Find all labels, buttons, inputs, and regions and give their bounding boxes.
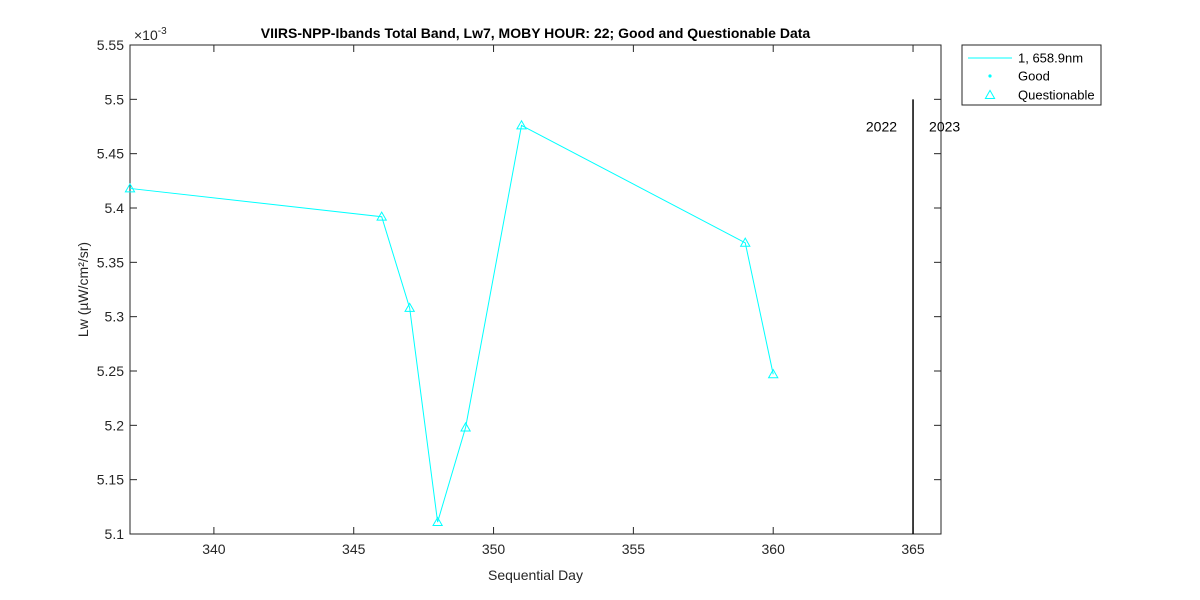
year-divider-layer: 2022 2023 xyxy=(866,99,960,534)
y-tick-label: 5.45 xyxy=(97,146,124,162)
data-point-questionable xyxy=(124,182,136,193)
x-tick-label: 340 xyxy=(202,541,226,557)
y-tick-label: 5.3 xyxy=(105,309,125,325)
y-tick-label: 5.5 xyxy=(105,91,125,107)
x-tick-label: 345 xyxy=(342,541,366,557)
y-tick-label: 5.1 xyxy=(105,526,125,542)
series-line xyxy=(129,124,774,523)
series-layer xyxy=(124,119,779,526)
data-point-questionable xyxy=(432,516,444,526)
y-axis-exponent: ×10-3 xyxy=(134,26,167,43)
legend-items: 1, 658.9nm Good Questionable xyxy=(968,51,1095,103)
year-label-left: 2022 xyxy=(866,119,897,135)
plot-area xyxy=(129,44,942,535)
y-tick-label: 5.4 xyxy=(105,200,125,216)
legend-triangle-swatch xyxy=(984,89,996,99)
x-tick-label: 350 xyxy=(482,541,506,557)
data-point-questionable xyxy=(404,302,416,312)
x-tick-label: 365 xyxy=(901,541,925,557)
x-axis-label: Sequential Day xyxy=(488,567,583,583)
y-tick-label: 5.55 xyxy=(97,37,124,53)
y-tick-label: 5.35 xyxy=(97,254,124,270)
ticks-layer: 340 345 350 355 360 365 5.1 5.15 5.2 5.25 5.3 5.35 5… xyxy=(97,37,941,557)
x-tick-label: 360 xyxy=(762,541,786,557)
legend: 1, 658.9nm Good Questionable xyxy=(961,44,1102,106)
legend-label: 1, 658.9nm xyxy=(1018,51,1083,66)
y-exponent-power: -3 xyxy=(158,26,167,37)
data-point-questionable xyxy=(767,368,779,379)
legend-label: Good xyxy=(1018,69,1050,84)
y-axis-label: Lw (µW/cm²/sr) xyxy=(75,242,91,337)
data-point-questionable xyxy=(516,119,527,130)
y-exponent-base: ×10 xyxy=(134,27,158,43)
y-tick-label: 5.15 xyxy=(97,472,124,488)
chart-title: VIIRS-NPP-Ibands Total Band, Lw7, MOBY H… xyxy=(261,25,811,41)
data-point-questionable xyxy=(739,237,751,247)
data-point-questionable xyxy=(460,421,472,432)
legend-dot-swatch xyxy=(988,74,992,78)
data-point-questionable xyxy=(376,211,388,221)
y-tick-label: 5.25 xyxy=(97,363,124,379)
year-label-right: 2023 xyxy=(929,119,960,135)
legend-label: Questionable xyxy=(1018,88,1095,103)
legend-box xyxy=(961,44,1102,106)
y-tick-label: 5.2 xyxy=(105,417,125,433)
x-tick-label: 355 xyxy=(622,541,646,557)
